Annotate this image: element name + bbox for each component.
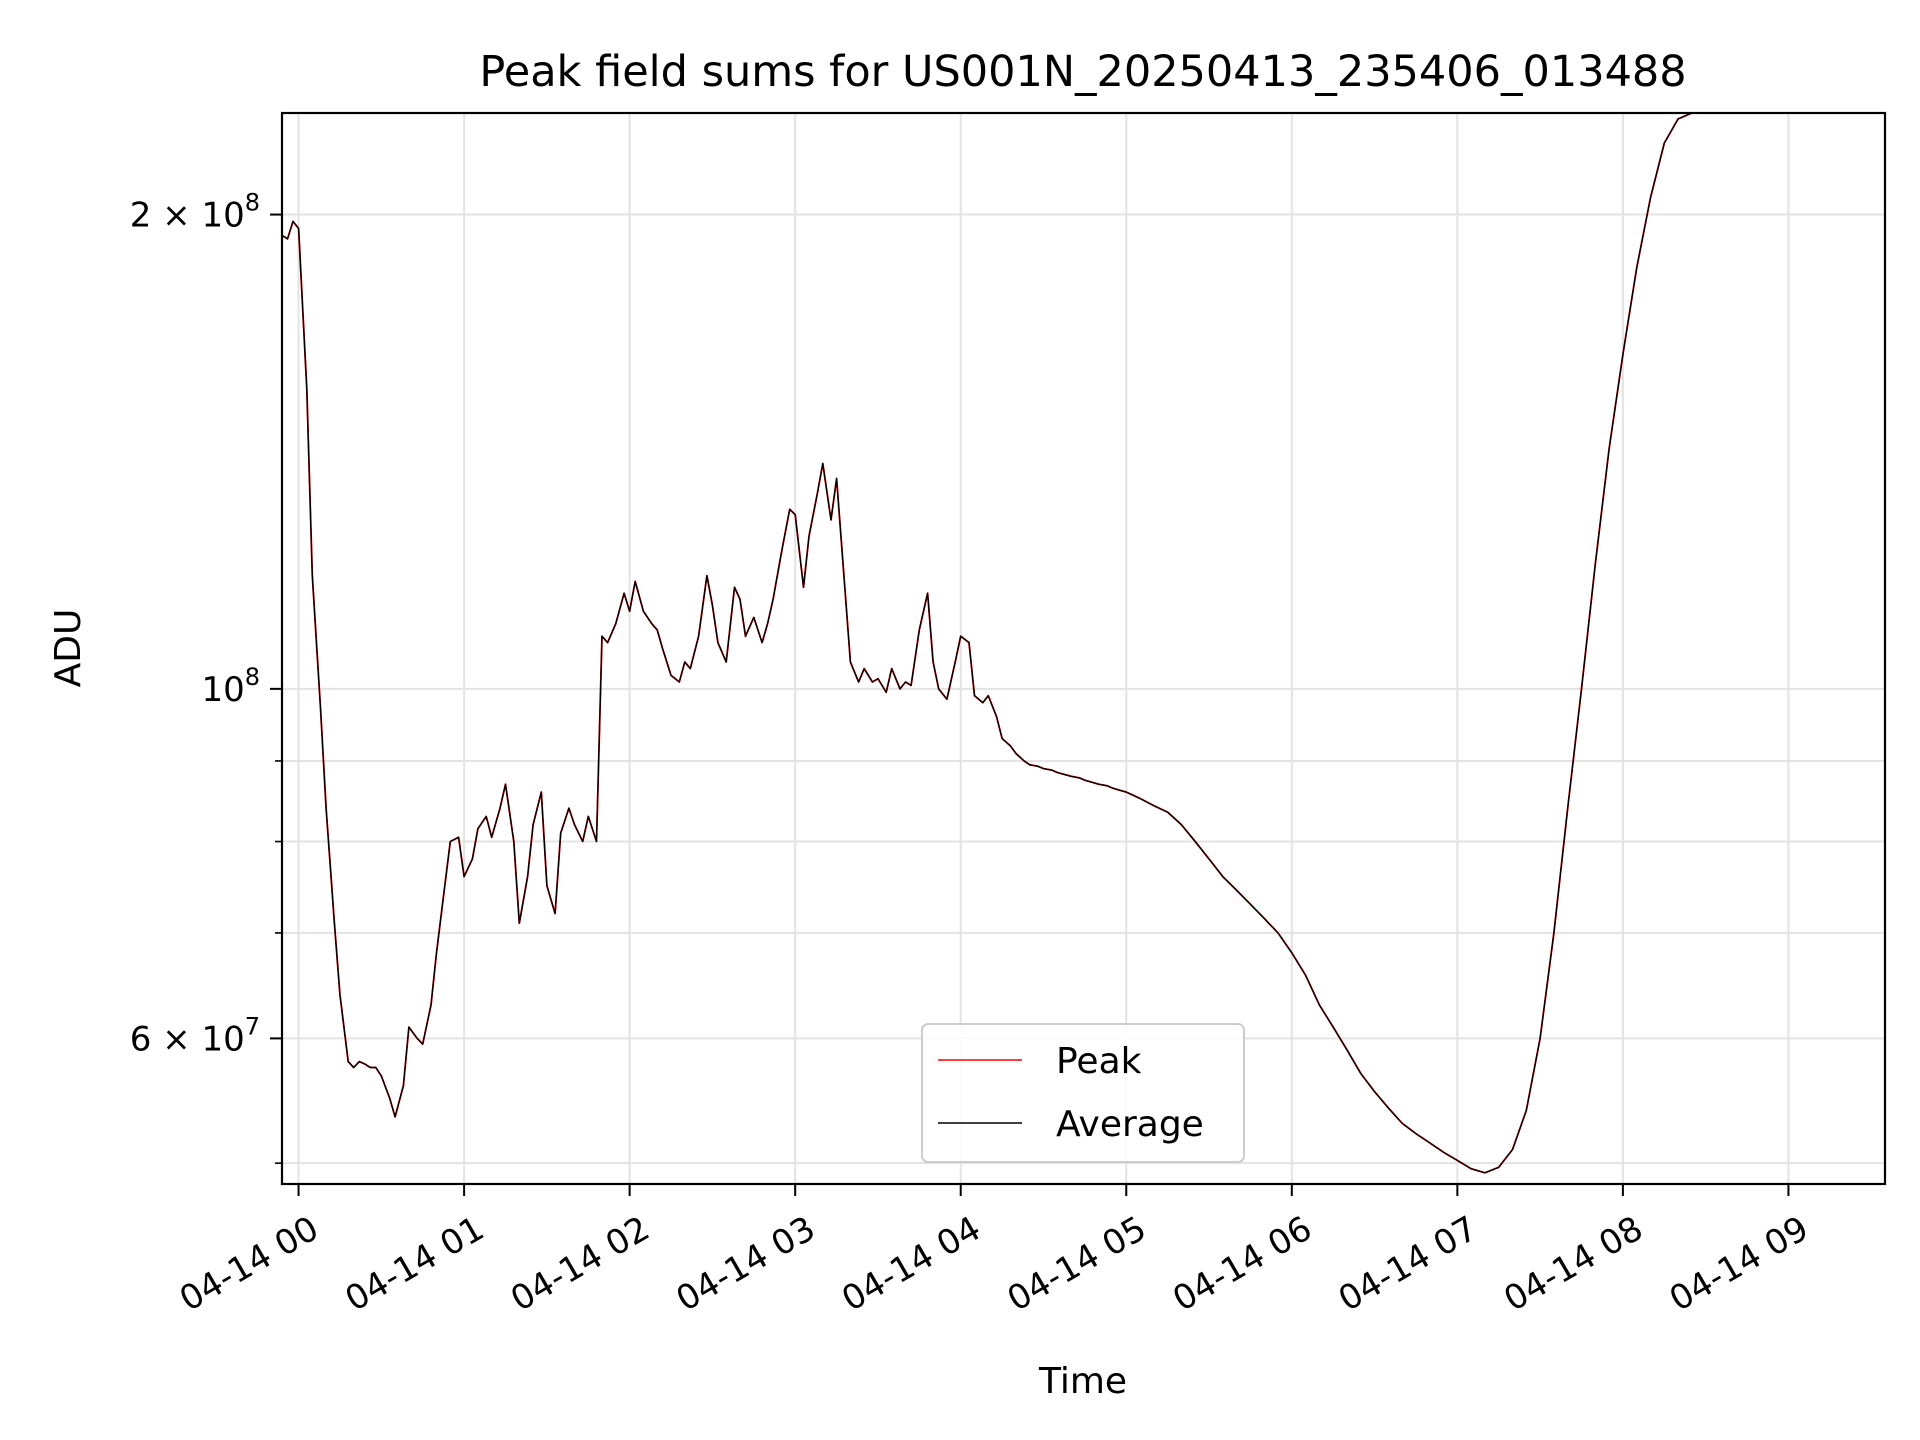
y-tick-exponent: 8 (245, 663, 260, 691)
x-axis-label: Time (1038, 1361, 1127, 1402)
legend-box (921, 1023, 1245, 1163)
y-tick-base: 10 (201, 670, 244, 710)
y-tick-exponent: 8 (245, 189, 260, 217)
y-tick-mantissa: 6 × 10 (130, 1019, 245, 1059)
y-tick-exponent: 7 (245, 1012, 260, 1040)
y-tick-label: 2 × 108 (130, 189, 260, 236)
y-tick-label: 108 (201, 663, 260, 710)
y-tick-mantissa: 2 × 10 (130, 196, 245, 236)
chart-title: Peak field sums for US001N_20250413_2354… (479, 47, 1686, 97)
legend-peak-label: Peak (1056, 1041, 1142, 1082)
y-tick-label: 6 × 107 (130, 1012, 260, 1059)
plot-area-frame (280, 111, 1887, 1186)
series-lines (281, 112, 1706, 1174)
legend-average-label: Average (1056, 1104, 1204, 1145)
series-line-average (281, 112, 1706, 1174)
legend: Peak Average (921, 1023, 1245, 1163)
y-axis-label: ADU (48, 609, 89, 688)
